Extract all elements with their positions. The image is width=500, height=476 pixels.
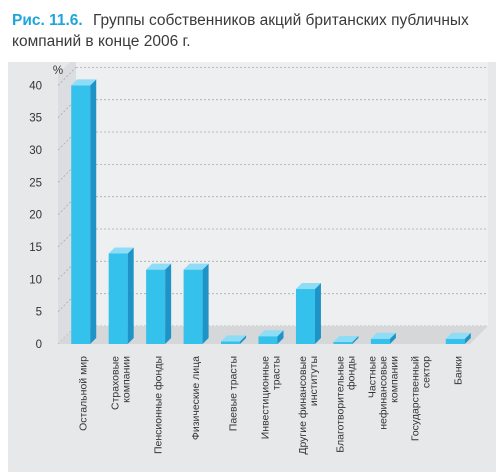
y-tick-label: 20 [29,210,42,222]
x-tick-label-line: Благотворительные [334,356,346,453]
bar-side [165,263,172,344]
bar-front [295,289,315,344]
x-tick-label: Физические лица [190,356,202,440]
bar-top [258,330,284,337]
x-tick-label-line: Государственный [409,356,421,441]
x-tick-label-line: Банки [452,356,464,385]
bar-top [333,336,359,343]
chart-back-wall [76,62,488,326]
bar-side [240,335,247,344]
bar-side [90,79,97,344]
bar-front [183,269,203,344]
x-tick-label-line: институты [308,356,320,406]
bar-front [333,342,353,344]
bar-top [146,263,172,270]
y-tick-label: 5 [36,307,42,319]
x-tick-label: Пенсионные фонды [153,356,165,454]
bar-front [71,85,91,344]
bar-top [71,79,97,86]
x-tick-label: Государственный сектор [409,356,432,441]
y-tick-label: 10 [29,274,42,286]
y-axis-label: % [53,65,63,77]
y-tick-label: 25 [29,177,42,189]
x-tick-label: Благотворительные фонды [334,356,357,453]
bar-side [464,332,471,344]
x-tick-label-line: Другие финансовые [297,356,309,455]
x-tick-label-line: трасты [271,356,283,390]
bar-side [202,263,209,344]
x-tick-label-line: Страховые [110,356,122,410]
y-tick-label: 35 [29,113,42,125]
y-tick-label: 40 [29,80,42,92]
bar-top [370,332,396,339]
bar-front [221,341,241,344]
bar-top [108,247,134,254]
bar-front [370,338,390,344]
bar-front [258,336,278,344]
x-tick-label-line: Остальной мир [78,356,90,431]
x-tick-label-line: Физические лица [190,356,202,440]
x-tick-label-line: Частные [366,356,378,398]
x-tick-label: Частные нефинансовые компании [366,356,400,430]
bar-top [221,335,247,342]
y-tick-label: 30 [29,145,42,157]
bar-front [146,269,166,344]
x-tick-label: Другие финансовые институты [297,356,320,455]
x-tick-label-line: Паевые трасты [228,356,240,431]
x-tick-label-line: сектор [420,356,432,388]
bar-side [389,332,396,344]
x-tick-label-line: фонды [345,356,357,390]
x-tick-label-line: компании [388,356,400,403]
x-tick-label: Остальной мир [78,356,90,431]
x-tick-label-line: Инвестиционные [260,356,272,439]
bar-side [352,336,359,344]
chart-panel: 0 5 10 15 20 25 30 35 40% Остальной мир Страховые к… [8,62,496,472]
figure-title: Группы собственников акций британских пу… [12,12,469,50]
bar-side [127,247,134,344]
figure-number: Рис. 11.6. [12,12,83,29]
y-tick-label: 15 [29,242,42,254]
x-tick-label: Паевые трасты [228,356,240,431]
bar-top [445,332,471,339]
bar-front [108,253,128,344]
bar-side [277,330,284,344]
bar-top [183,263,209,270]
x-tick-label: Банки [452,356,464,385]
bar-side [314,283,321,344]
x-tick-label: Страховые компании [110,356,133,410]
x-tick-label-line: компании [121,356,133,403]
x-tick-label-line: Пенсионные фонды [153,356,165,454]
bar-front [445,338,465,344]
gridline-side [57,67,77,86]
figure-caption: Рис. 11.6. Группы собственников акций бр… [12,10,482,52]
bar-top [295,283,321,290]
x-tick-label: Инвестиционные трасты [260,356,283,439]
x-tick-label-line: нефинансовые [377,356,389,430]
y-tick-label: 0 [36,339,42,351]
